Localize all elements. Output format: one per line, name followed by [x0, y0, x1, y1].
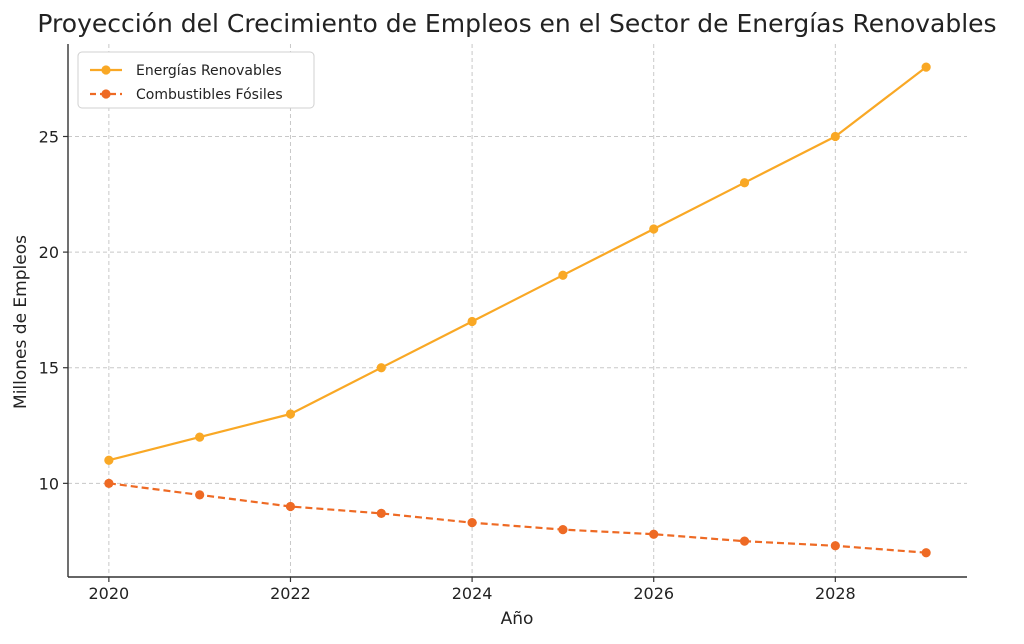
data-point [558, 270, 568, 280]
data-point [195, 490, 205, 500]
data-point [558, 524, 568, 535]
data-point [285, 409, 296, 419]
x-tick-label: 2022 [270, 584, 311, 603]
legend: Energías Renovables Combustibles Fósiles [77, 51, 315, 109]
legend-box [77, 51, 315, 109]
data-point [739, 178, 750, 188]
data-point [739, 536, 750, 546]
data-point [649, 224, 659, 234]
data-point [467, 316, 477, 327]
y-axis-label: Millones de Empleos [11, 235, 31, 409]
series-energias-renovables [104, 62, 931, 465]
axes [67, 44, 967, 578]
data-point [104, 478, 114, 488]
chart-title: Proyección del Crecimiento de Empleos en… [37, 9, 996, 38]
legend-label: Energías Renovables [136, 63, 282, 79]
x-tick-label: 2020 [89, 584, 130, 603]
data-point [376, 363, 386, 373]
series-combustibles-fosiles [104, 478, 931, 558]
series-line [108, 482, 927, 554]
y-tick-label: 10 [39, 474, 59, 493]
x-tick-label: 2028 [815, 584, 856, 603]
data-point [104, 455, 114, 465]
grid-lines [68, 44, 967, 577]
data-point [921, 548, 931, 558]
data-point [376, 508, 386, 519]
x-tick-label: 2026 [633, 584, 674, 603]
data-point [830, 131, 840, 142]
legend-item: Energías Renovables [90, 63, 282, 79]
data-point [195, 432, 205, 442]
x-axis-label: Año [501, 609, 534, 629]
data-point [830, 541, 840, 551]
x-tick-label: 2024 [452, 584, 493, 603]
legend-marker [101, 89, 111, 99]
y-tick-label: 15 [39, 359, 59, 378]
y-tick-label: 20 [39, 243, 59, 262]
tick-labels: 2020 2022 2024 2026 2028 10 15 20 25 [39, 127, 856, 603]
data-point [649, 529, 659, 539]
series-line [108, 66, 927, 462]
data-point [921, 62, 931, 72]
legend-marker [101, 65, 111, 75]
y-tick-label: 25 [39, 127, 59, 146]
legend-item: Combustibles Fósiles [90, 87, 283, 103]
legend-label: Combustibles Fósiles [136, 87, 283, 103]
data-point [467, 518, 477, 528]
data-series [104, 62, 931, 558]
data-point [285, 501, 296, 512]
